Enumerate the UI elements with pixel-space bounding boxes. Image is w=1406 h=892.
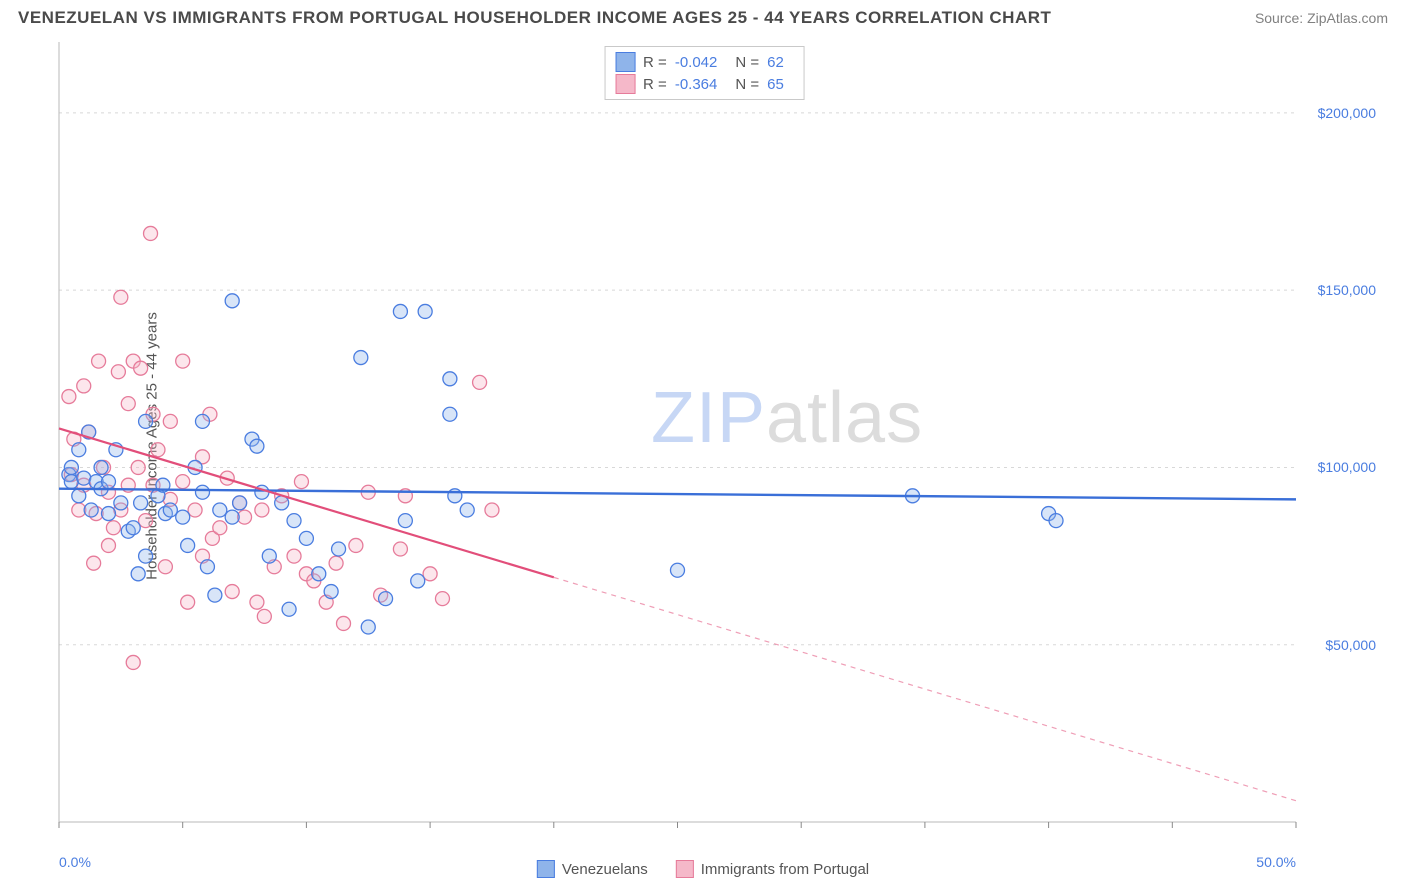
legend-label: Venezuelans xyxy=(562,861,648,878)
legend-swatch-icon xyxy=(537,860,555,878)
r-value: -0.364 xyxy=(675,76,718,93)
n-label: N = xyxy=(735,54,759,71)
y-tick-label: $50,000 xyxy=(1325,637,1376,653)
legend-swatch-icon xyxy=(615,74,635,94)
scatter-plot xyxy=(55,40,1386,844)
r-label: R = xyxy=(643,76,667,93)
n-value: 62 xyxy=(767,54,784,71)
y-tick-label: $100,000 xyxy=(1318,459,1376,475)
r-label: R = xyxy=(643,54,667,71)
legend-item: Immigrants from Portugal xyxy=(676,860,869,878)
series-legend: Venezuelans Immigrants from Portugal xyxy=(537,860,869,878)
stats-legend: R = -0.042 N = 62 R = -0.364 N = 65 xyxy=(604,46,805,100)
source-label: Source: ZipAtlas.com xyxy=(1255,10,1388,26)
chart-header: VENEZUELAN VS IMMIGRANTS FROM PORTUGAL H… xyxy=(0,0,1406,32)
x-tick-label: 50.0% xyxy=(1256,854,1296,870)
legend-swatch-icon xyxy=(676,860,694,878)
y-tick-label: $150,000 xyxy=(1318,282,1376,298)
y-tick-label: $200,000 xyxy=(1318,105,1376,121)
x-tick-label: 0.0% xyxy=(59,854,91,870)
stats-legend-row: R = -0.364 N = 65 xyxy=(615,73,794,95)
legend-swatch-icon xyxy=(615,52,635,72)
legend-label: Immigrants from Portugal xyxy=(701,861,869,878)
n-value: 65 xyxy=(767,76,784,93)
r-value: -0.042 xyxy=(675,54,718,71)
stats-legend-row: R = -0.042 N = 62 xyxy=(615,51,794,73)
legend-item: Venezuelans xyxy=(537,860,648,878)
n-label: N = xyxy=(735,76,759,93)
chart-area: ZIPatlas R = -0.042 N = 62 R = -0.364 N … xyxy=(55,40,1386,844)
chart-title: VENEZUELAN VS IMMIGRANTS FROM PORTUGAL H… xyxy=(18,8,1051,28)
